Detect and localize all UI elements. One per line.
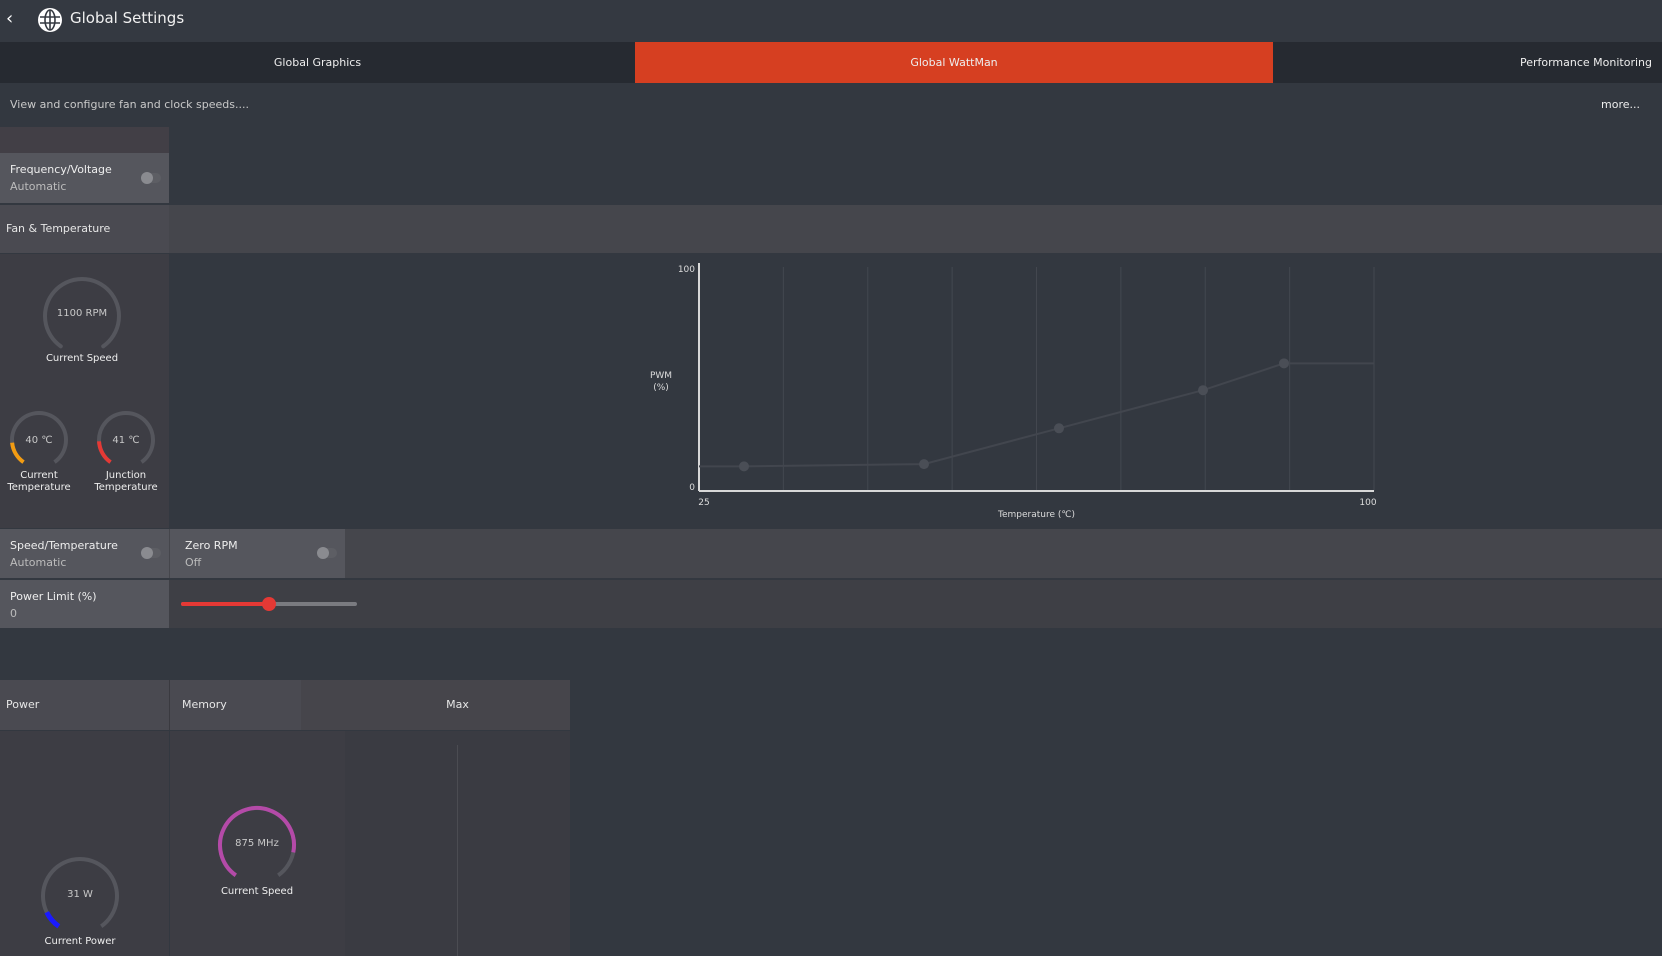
power-limit-label: Power Limit (%): [10, 590, 97, 603]
more-link[interactable]: more...: [1601, 98, 1640, 111]
power-value: 31 W: [67, 889, 93, 900]
fan-gauges-panel: 1100 RPM Current Speed 40 ℃ Current Tempe…: [0, 254, 169, 528]
back-button[interactable]: ‹: [6, 8, 13, 29]
memory-panel: 875 MHz Current Speed: [170, 731, 345, 956]
zero-rpm-label: Zero RPM: [185, 539, 238, 552]
frequency-voltage-setting: Frequency/Voltage Automatic: [0, 153, 169, 203]
y-axis-label: PWM: [650, 371, 672, 381]
fan-speed-label: Current Speed: [45, 353, 119, 364]
curve-point[interactable]: [1198, 385, 1208, 396]
panel-header: [0, 127, 169, 153]
zero-rpm-toggle[interactable]: [317, 547, 337, 559]
speed-temperature-value: Automatic: [10, 556, 67, 569]
current-temperature-gauge: [10, 411, 68, 464]
max-header: Max: [446, 698, 469, 711]
description: View and configure fan and clock speeds.…: [10, 98, 249, 111]
power-gauge: [41, 857, 119, 929]
current-temperature-value: 40 ℃: [25, 435, 53, 446]
zero-rpm-value: Off: [185, 556, 202, 569]
x-tick-label: 25: [698, 498, 709, 508]
power-label: Current Power: [44, 936, 116, 947]
x-axis-label: Temperature (℃): [997, 510, 1075, 520]
power-limit-slider[interactable]: [181, 597, 357, 611]
power-header: Power: [6, 698, 40, 711]
speed-temperature-toggle[interactable]: [141, 547, 161, 559]
junction-temperature-gauge: [97, 411, 155, 464]
fan-temperature-label: Fan & Temperature: [6, 222, 111, 235]
curve-point[interactable]: [1279, 358, 1289, 369]
curve-point[interactable]: [1054, 423, 1064, 434]
frequency-voltage-label: Frequency/Voltage: [10, 163, 112, 176]
curve-point[interactable]: [739, 461, 749, 472]
globe-icon: [38, 8, 62, 32]
fan-curve-chart[interactable]: 100 025 100 Temperature (℃) PWM (%): [640, 255, 1400, 525]
title-bar: [0, 0, 1662, 42]
curve-point[interactable]: [919, 459, 929, 470]
tab-performance-monitoring[interactable]: Performance Monitoring: [1519, 56, 1652, 69]
chevron-left-icon: ‹: [6, 8, 14, 29]
power-limit-setting: Power Limit (%) 0: [0, 580, 169, 628]
bottom-header: Power Memory Max: [0, 680, 570, 730]
y-tick-label: 0: [689, 483, 695, 493]
x-tick-label: 100: [1359, 498, 1376, 508]
power-panel: 31 W Current Power: [0, 731, 169, 956]
memory-label: Current Speed: [220, 886, 294, 897]
max-panel: [345, 731, 570, 956]
frequency-voltage-value: Automatic: [10, 180, 67, 193]
zero-rpm-setting: Zero RPM Off: [170, 529, 345, 578]
fan-temperature-header: Fan & Temperature: [0, 205, 1662, 253]
fan-speed-value: 1100 RPM: [56, 308, 108, 319]
memory-value: 875 MHz: [235, 838, 279, 849]
memory-gauge: [218, 806, 296, 877]
slider-handle[interactable]: [262, 597, 276, 611]
fan-speed-gauge: [43, 277, 121, 349]
junction-temperature-label: Junction Temperature: [94, 470, 158, 493]
page-title: Global Settings: [70, 9, 185, 27]
junction-temperature-value: 41 ℃: [112, 435, 140, 446]
frequency-voltage-toggle[interactable]: [141, 172, 161, 184]
speed-temperature-label: Speed/Temperature: [10, 539, 118, 552]
current-temperature-label: Current Temperature: [7, 470, 71, 493]
tab-global-wattman[interactable]: Global WattMan: [635, 42, 1273, 83]
power-limit-value: 0: [10, 607, 17, 620]
tab-global-graphics[interactable]: Global Graphics: [273, 56, 362, 69]
speed-temperature-setting: Speed/Temperature Automatic: [0, 529, 169, 578]
y-tick-label: 100: [678, 265, 695, 275]
tab-bar: Global Graphics Global WattMan Performan…: [0, 42, 1662, 83]
memory-header: Memory: [182, 698, 227, 711]
y-axis-label-unit: (%): [653, 383, 669, 393]
